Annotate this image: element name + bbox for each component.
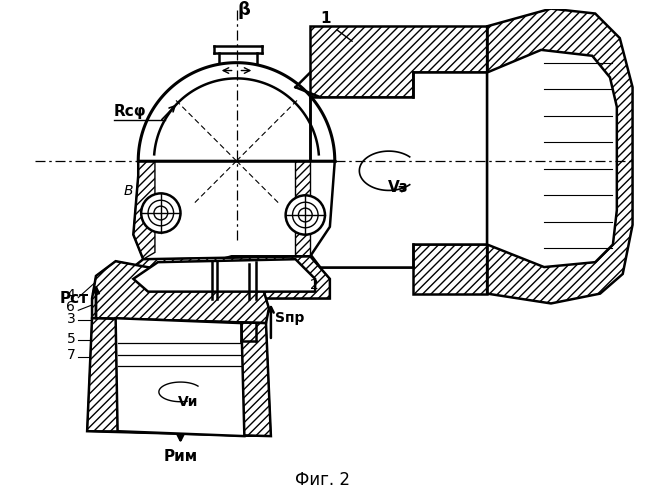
- Text: Рим: Рим: [163, 448, 197, 464]
- Polygon shape: [92, 261, 269, 323]
- Text: Rcφ: Rcφ: [114, 104, 146, 118]
- Circle shape: [293, 202, 318, 228]
- Text: 4: 4: [66, 288, 75, 302]
- Polygon shape: [310, 72, 487, 267]
- Text: Фиг. 2: Фиг. 2: [295, 472, 350, 490]
- Text: β: β: [238, 2, 251, 20]
- Text: 1: 1: [320, 12, 330, 26]
- Text: Sпр: Sпр: [275, 311, 304, 325]
- Text: Vи: Vи: [178, 394, 199, 408]
- Text: 7: 7: [66, 348, 75, 362]
- Polygon shape: [119, 256, 330, 298]
- Polygon shape: [115, 318, 244, 436]
- Circle shape: [148, 200, 174, 226]
- Polygon shape: [487, 50, 617, 267]
- Polygon shape: [87, 318, 271, 436]
- Text: 5: 5: [66, 332, 75, 346]
- Text: Рст: Рст: [59, 291, 89, 306]
- Text: 3: 3: [66, 312, 75, 326]
- Text: B: B: [123, 184, 133, 198]
- Circle shape: [154, 206, 168, 220]
- Text: Vз: Vз: [388, 180, 409, 196]
- Polygon shape: [134, 161, 335, 269]
- Text: 6: 6: [66, 300, 75, 314]
- Text: 2: 2: [310, 278, 319, 291]
- Polygon shape: [134, 259, 315, 292]
- Circle shape: [299, 208, 312, 222]
- Circle shape: [141, 194, 181, 232]
- Circle shape: [286, 196, 325, 234]
